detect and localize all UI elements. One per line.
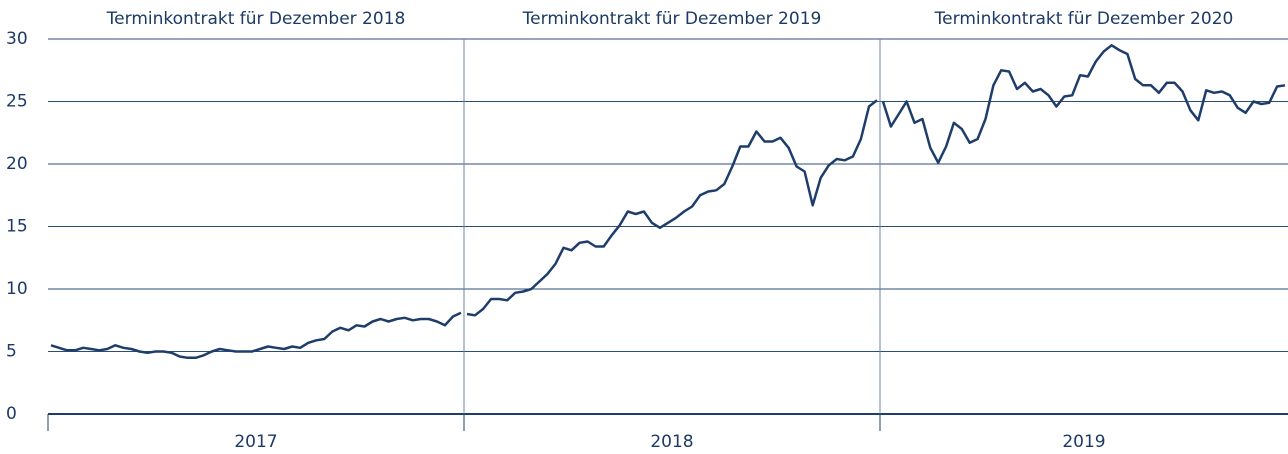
- x-tick-label: 2017: [234, 432, 277, 452]
- line-series: [466, 99, 878, 317]
- line-series: [50, 311, 462, 360]
- y-tick-label: 15: [6, 217, 28, 237]
- y-tick-label: 5: [6, 342, 17, 362]
- x-tick-label: 2018: [650, 432, 693, 452]
- panel-title: Terminkontrakt für Dezember 2019: [522, 9, 822, 29]
- y-tick-label: 20: [6, 154, 28, 174]
- panel-title: Terminkontrakt für Dezember 2018: [106, 9, 406, 29]
- y-tick-label: 10: [6, 279, 28, 299]
- y-tick-label: 25: [6, 92, 28, 112]
- y-tick-label: 0: [6, 404, 17, 424]
- line-series: [881, 44, 1286, 164]
- x-tick-label: 2019: [1062, 432, 1105, 452]
- y-tick-label: 30: [6, 29, 28, 49]
- panel-title: Terminkontrakt für Dezember 2020: [934, 9, 1234, 29]
